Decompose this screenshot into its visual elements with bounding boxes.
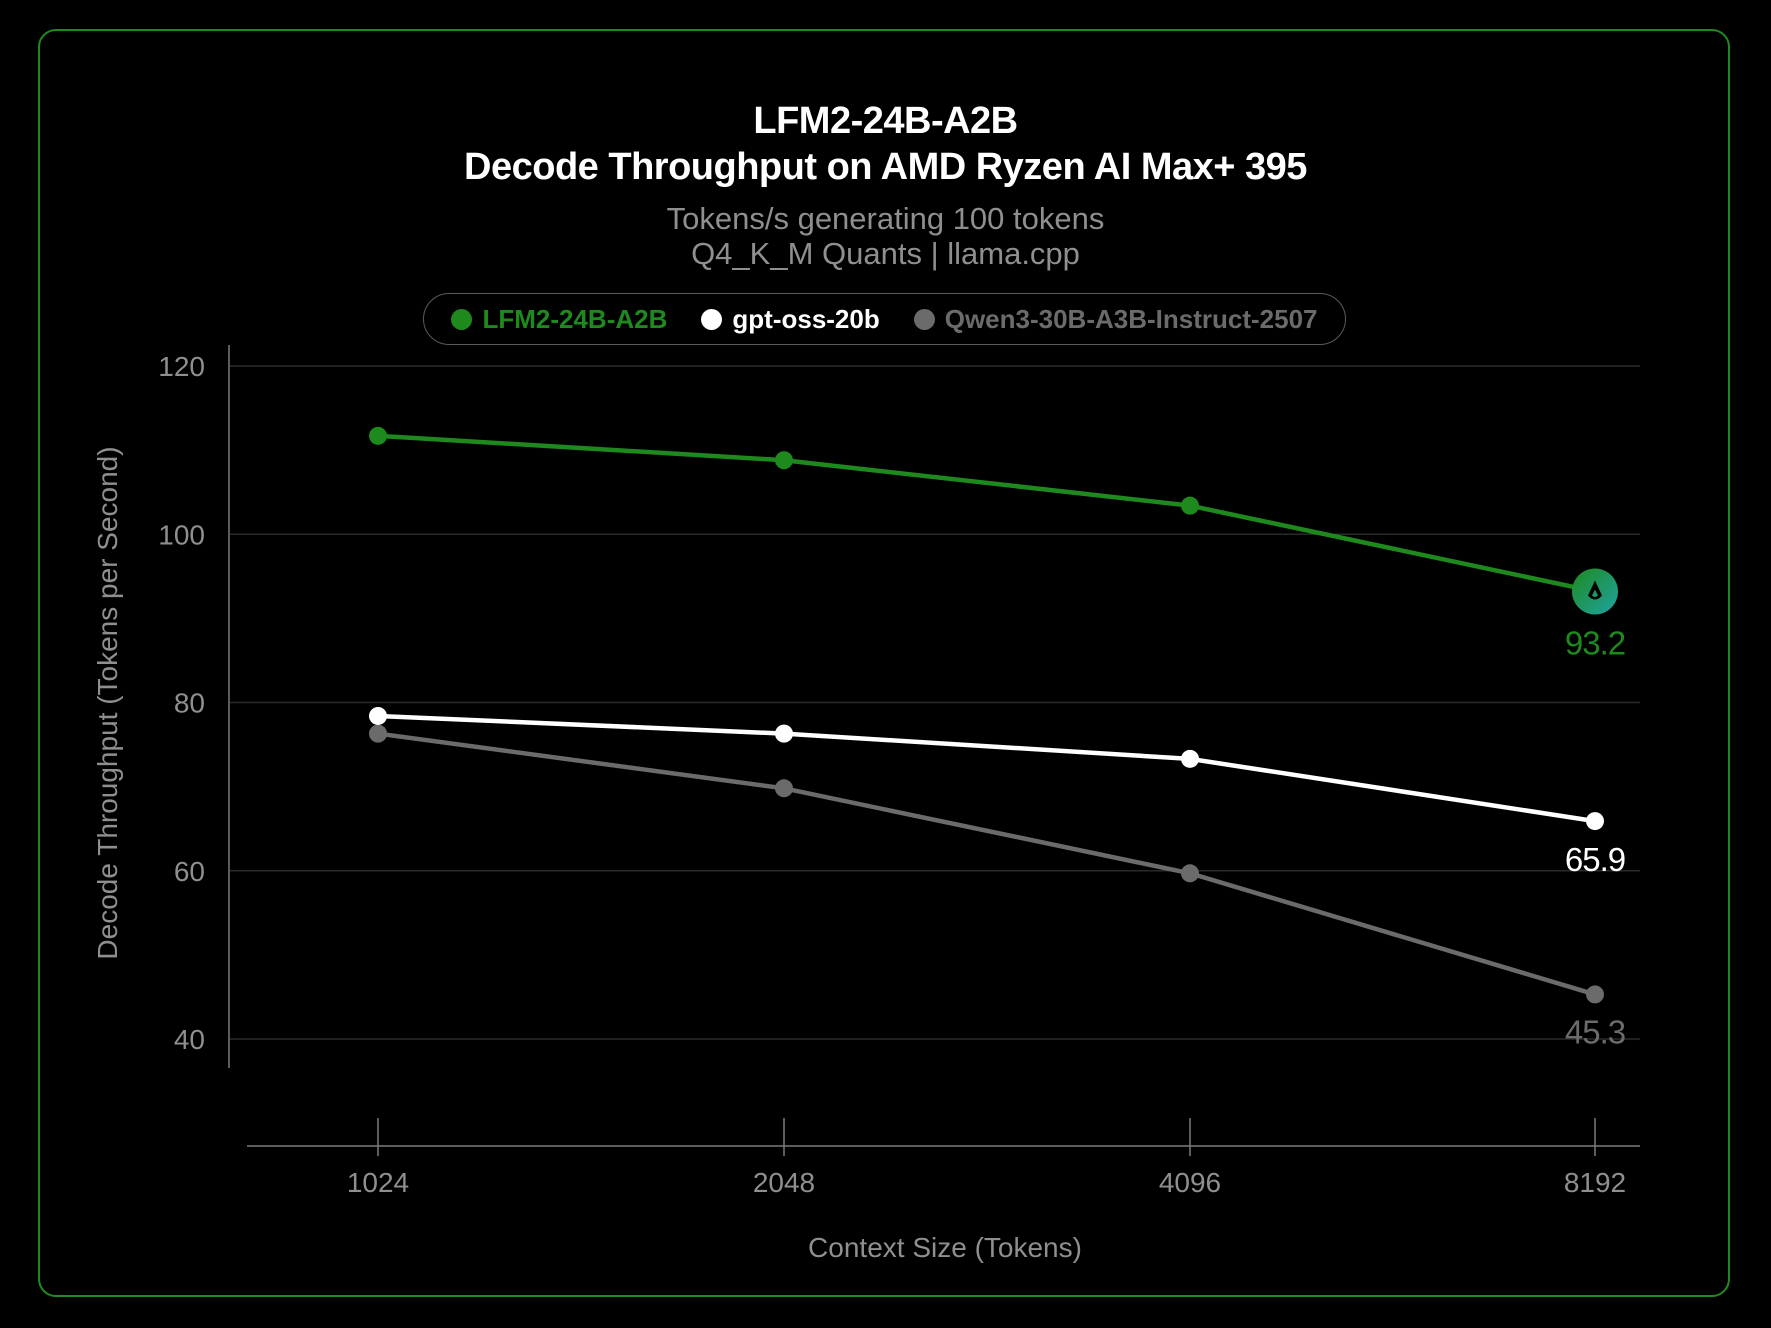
data-point-2-0 <box>369 724 387 743</box>
data-point-0-0 <box>369 426 387 445</box>
label-layer: 45.3 65.9 93.2 <box>1565 624 1626 1050</box>
chart-frame <box>38 29 1730 1297</box>
series-layer <box>369 426 1618 1004</box>
chart-subtitle-line2: Q4_K_M Quants | llama.cpp <box>691 236 1080 271</box>
y-tick-label: 40 <box>174 1024 205 1055</box>
data-point-1-2 <box>1181 749 1199 768</box>
x-axis-label: Context Size (Tokens) <box>808 1232 1082 1263</box>
data-point-0-1 <box>775 451 793 470</box>
x-tick-label: 1024 <box>347 1167 409 1198</box>
data-point-2-1 <box>775 779 793 798</box>
legend-label-qwen3: Qwen3-30B-A3B-Instruct-2507 <box>944 303 1318 334</box>
x-tick-label: 2048 <box>753 1167 815 1198</box>
data-point-0-2 <box>1181 496 1199 515</box>
legend-item-qwen3: Qwen3-30B-A3B-Instruct-2507 <box>913 303 1318 335</box>
grid-layer <box>230 365 1640 1040</box>
legend-label-gpt-oss: gpt-oss-20b <box>732 303 880 334</box>
data-point-2-2 <box>1181 864 1199 883</box>
chart-subtitle: Tokens/s generating 100 tokens <box>666 201 1105 236</box>
legend-dot-lfm2 <box>451 308 473 330</box>
y-tick-label: 100 <box>158 519 205 550</box>
y-axis-label: Decode Throughput (Tokens per Second) <box>92 446 123 960</box>
data-point-1-0 <box>369 706 387 725</box>
chart-title-line2: Decode Throughput on AMD Ryzen AI Max+ 3… <box>464 146 1307 188</box>
badge-glyph <box>1588 580 1602 600</box>
end-value-label-2: 45.3 <box>1565 1013 1625 1050</box>
badge-circle <box>1572 568 1618 615</box>
y-tick-label: 120 <box>158 351 205 382</box>
legend-item-gpt-oss: gpt-oss-20b <box>701 303 880 335</box>
x-tick-label: 8192 <box>1564 1167 1626 1198</box>
chart-title: LFM2-24B-A2B <box>753 100 1018 142</box>
logo-badge-icon <box>1572 568 1618 615</box>
legend: LFM2-24B-A2B gpt-oss-20b Qwen3-30B-A3B-I… <box>423 293 1346 345</box>
data-point-2-3 <box>1586 985 1604 1004</box>
end-value-label-0: 93.2 <box>1565 624 1625 661</box>
legend-item-lfm2: LFM2-24B-A2B <box>451 304 667 335</box>
axis-layer: 40 60 80 100 120 1024 2048 4096 8192 <box>158 345 1640 1198</box>
y-tick-label: 60 <box>174 856 205 887</box>
legend-label-lfm2: LFM2-24B-A2B <box>482 303 668 334</box>
legend-dot-gpt-oss <box>701 308 723 330</box>
series-line-1 <box>377 713 1596 824</box>
legend-dot-qwen3 <box>913 308 935 330</box>
series-line-0 <box>377 433 1596 594</box>
y-tick-label: 80 <box>174 688 205 719</box>
data-point-1-3 <box>1586 812 1604 831</box>
data-point-1-1 <box>775 724 793 743</box>
series-line-2 <box>377 731 1596 997</box>
end-value-label-1: 65.9 <box>1565 841 1625 878</box>
x-tick-label: 4096 <box>1159 1167 1221 1198</box>
